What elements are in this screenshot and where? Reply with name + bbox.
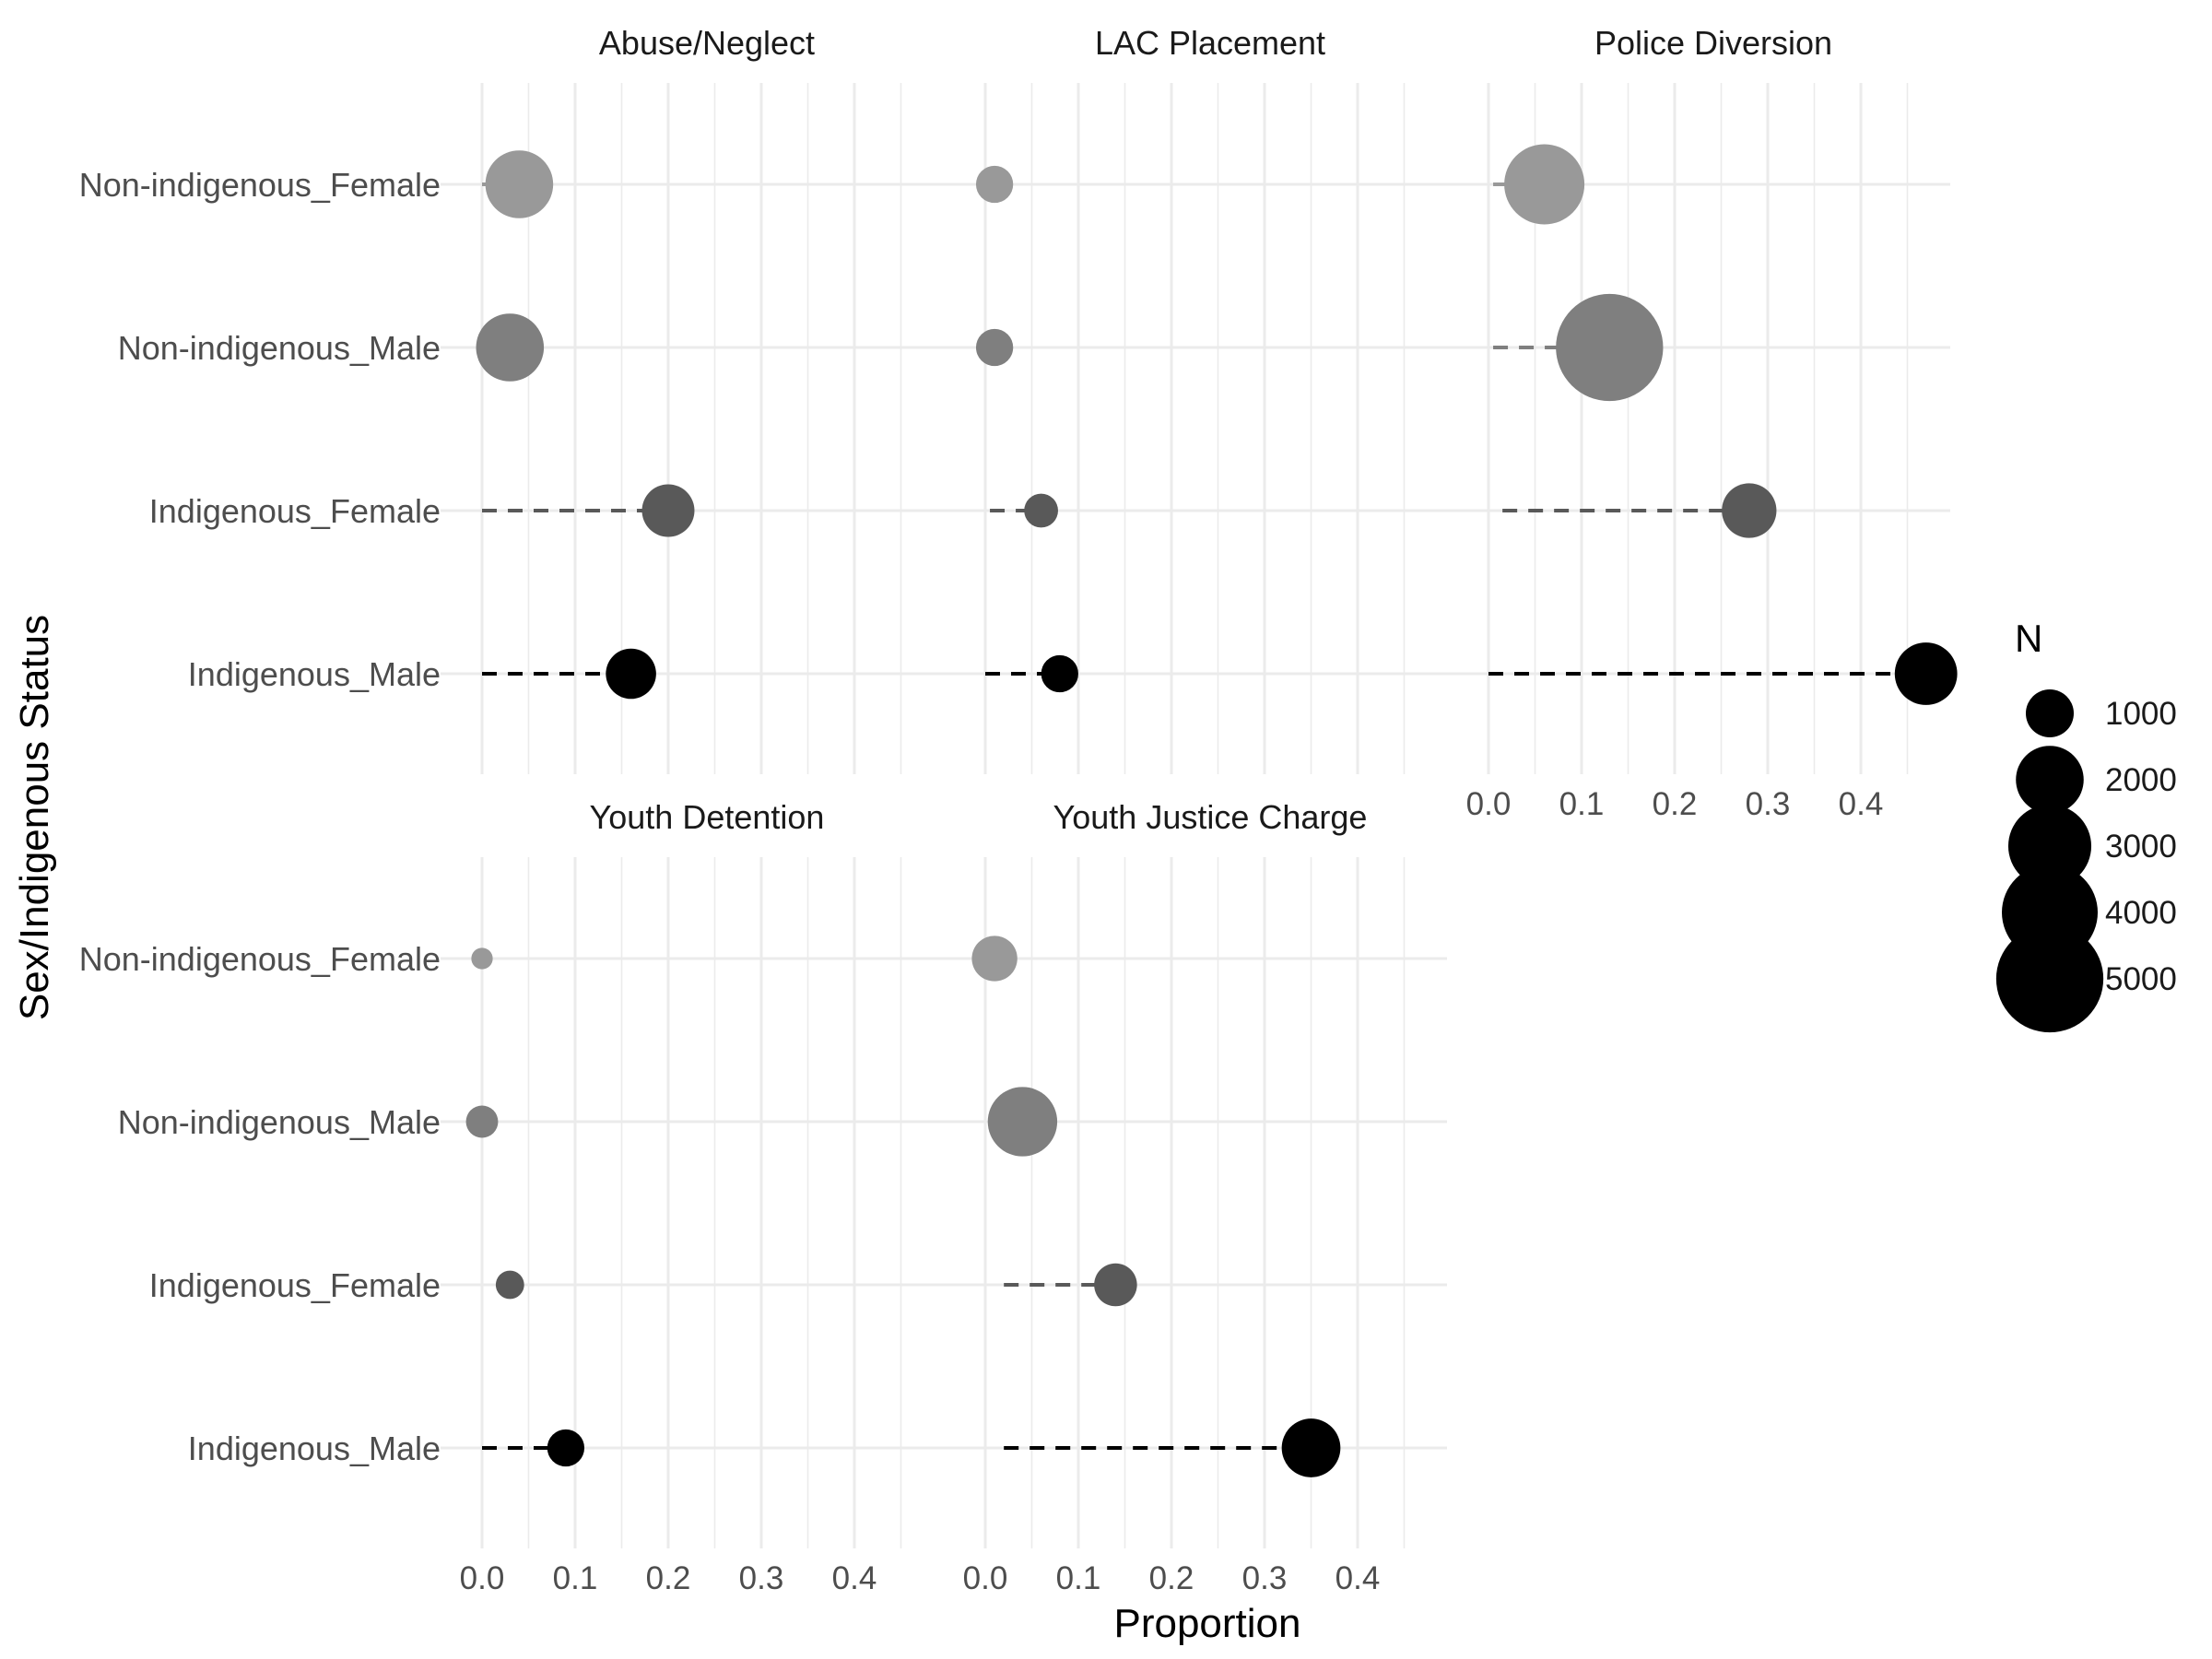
legend-entry: 2000: [2016, 746, 2177, 814]
x-tick-label: 0.1: [553, 1560, 598, 1596]
x-tick-label: 0.0: [1466, 786, 1512, 822]
x-tick-label: 0.2: [1653, 786, 1698, 822]
x-tick-label: 0.4: [1335, 1560, 1381, 1596]
legend-entry: 5000: [1995, 924, 2177, 1033]
facet-title: Youth Detention: [590, 798, 825, 836]
facet-title: LAC Placement: [1095, 24, 1325, 62]
data-point: [971, 935, 1018, 982]
data-point: [465, 1105, 499, 1138]
legend-title: N: [2015, 617, 2042, 660]
panel-lac-placement: LAC Placement: [944, 24, 1447, 774]
data-point: [1024, 493, 1058, 528]
data-point: [1556, 293, 1664, 402]
data-point: [1504, 144, 1585, 225]
y-tick-label: Non-indigenous_Male: [118, 329, 441, 367]
data-point: [471, 947, 493, 970]
data-point: [641, 484, 695, 537]
y-tick-label: Non-indigenous_Male: [118, 1103, 441, 1141]
data-point: [1722, 483, 1777, 538]
x-axis-title: Proportion: [1113, 1601, 1300, 1646]
panel-youth-detention: Youth Detention Non-indigenous_Female Non-…: [79, 798, 944, 1596]
legend-entry: 1000: [2026, 689, 2177, 737]
panel-youth-justice-charge: Youth Justice Charge 0.0 0.1 0.2 0.3 0.4: [944, 798, 1447, 1596]
data-point: [1094, 1263, 1137, 1307]
x-tick-label: 0.3: [1746, 786, 1791, 822]
panel-police-diversion: Police Diversion 0.0 0.1 0.2 0.3 0.4: [1447, 24, 1958, 822]
facet-title: Police Diversion: [1594, 24, 1832, 62]
data-point: [987, 1087, 1058, 1157]
data-point: [606, 648, 656, 700]
legend-label: 4000: [2105, 895, 2177, 931]
legend-label: 1000: [2105, 696, 2177, 732]
x-tick-label: 0.1: [1056, 1560, 1101, 1596]
legend-key: [2016, 746, 2084, 814]
data-point: [547, 1429, 585, 1467]
data-point: [485, 150, 554, 218]
data-point: [975, 328, 1014, 367]
legend-entry: 3000: [2007, 804, 2177, 888]
facet-title: Abuse/Neglect: [599, 24, 815, 62]
legend-key: [1995, 924, 2104, 1033]
x-tick-label: 0.0: [963, 1560, 1008, 1596]
data-point: [495, 1270, 524, 1300]
legend-label: 2000: [2105, 762, 2177, 798]
legend-key: [2026, 689, 2074, 737]
y-tick-label: Indigenous_Female: [149, 1266, 441, 1304]
x-tick-label: 0.2: [646, 1560, 691, 1596]
x-tick-label: 0.4: [832, 1560, 877, 1596]
y-tick-label: Indigenous_Male: [188, 655, 441, 693]
legend-key: [2007, 804, 2092, 888]
x-tick-label: 0.0: [460, 1560, 505, 1596]
y-tick-label: Non-indigenous_Female: [79, 166, 441, 204]
x-tick-label: 0.4: [1839, 786, 1884, 822]
facet-panels: Abuse/Neglect Non-indigenous_Female Non-in…: [79, 24, 1958, 1596]
data-point: [1041, 654, 1078, 693]
y-tick-label: Indigenous_Female: [149, 492, 441, 530]
facet-title: Youth Justice Charge: [1053, 798, 1368, 836]
y-tick-label: Indigenous_Male: [188, 1430, 441, 1467]
data-point: [1281, 1418, 1341, 1477]
data-point: [975, 165, 1014, 204]
y-axis-title: Sex/Indigenous Status: [12, 615, 57, 1020]
x-tick-label: 0.1: [1559, 786, 1605, 822]
legend-label: 3000: [2105, 829, 2177, 865]
x-tick-label: 0.3: [739, 1560, 784, 1596]
legend-label: 5000: [2105, 961, 2177, 997]
data-point: [1894, 642, 1958, 705]
data-point: [476, 313, 545, 382]
x-tick-label: 0.3: [1242, 1560, 1288, 1596]
x-tick-label: 0.2: [1149, 1560, 1194, 1596]
y-tick-label: Non-indigenous_Female: [79, 940, 441, 978]
size-legend: N 1000 2000 3000 4000 5000: [1995, 617, 2177, 1033]
panel-abuse-neglect: Abuse/Neglect Non-indigenous_Female Non-in…: [79, 24, 944, 774]
